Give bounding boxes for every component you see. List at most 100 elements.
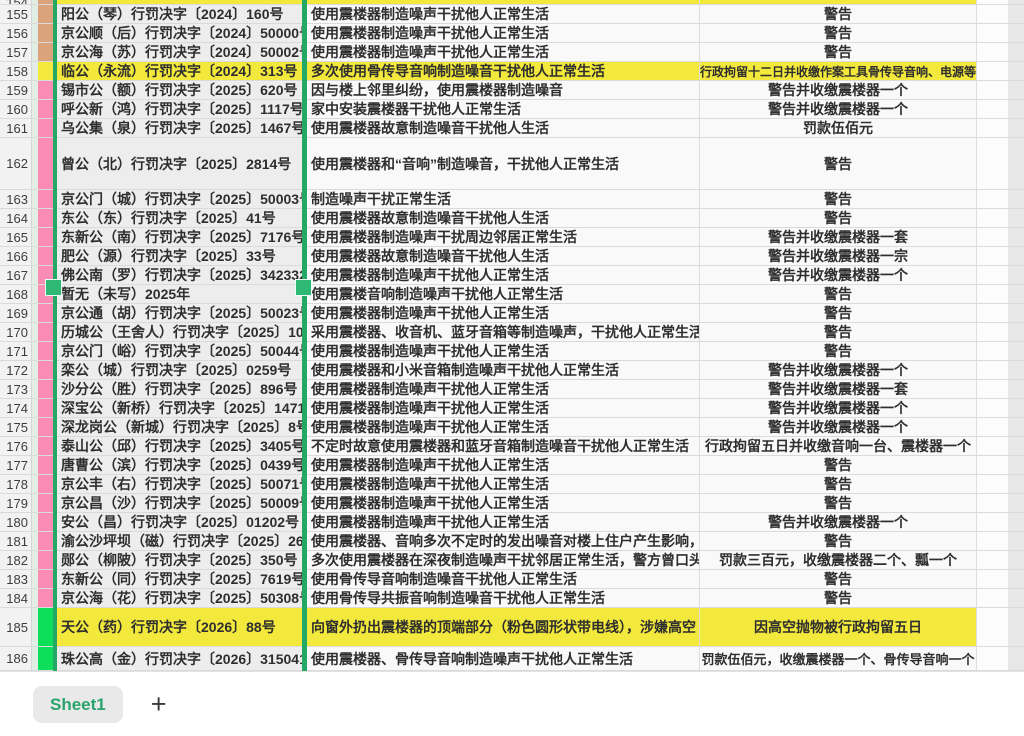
- color-stripe-cell[interactable]: [38, 437, 54, 455]
- penalty-cell[interactable]: 警告并收缴震楼器一个: [700, 81, 977, 99]
- empty-cell[interactable]: [977, 5, 1008, 23]
- add-sheet-button[interactable]: +: [150, 688, 167, 719]
- color-stripe-cell[interactable]: [38, 475, 54, 493]
- decision-number-cell[interactable]: 京公通（胡）行罚决字〔2025〕50023号: [54, 304, 303, 322]
- violation-desc-cell[interactable]: 使用震楼器故意制造噪音干扰他人生活: [303, 247, 700, 265]
- penalty-cell[interactable]: 罚款伍佰元，收缴震楼器一个、骨传导音响一个: [700, 647, 977, 670]
- penalty-cell[interactable]: 警告: [700, 570, 977, 588]
- penalty-cell[interactable]: 警告并收缴震楼器一套: [700, 228, 977, 246]
- color-stripe-cell[interactable]: [38, 399, 54, 417]
- row-header[interactable]: 155: [0, 5, 32, 23]
- penalty-cell[interactable]: [700, 0, 977, 4]
- penalty-cell[interactable]: 因高空抛物被行政拘留五日: [700, 608, 977, 646]
- penalty-cell[interactable]: 警告并收缴震楼器一套: [700, 380, 977, 398]
- row-header[interactable]: 184: [0, 589, 32, 607]
- empty-cell[interactable]: [977, 285, 1008, 303]
- decision-number-cell[interactable]: 唐曹公（滨）行罚决字〔2025〕0439号: [54, 456, 303, 474]
- decision-number-cell[interactable]: 渝公沙坪坝（磁）行罚决字〔2025〕26号: [54, 532, 303, 550]
- row-header[interactable]: 174: [0, 399, 32, 417]
- row-header[interactable]: 164: [0, 209, 32, 227]
- penalty-cell[interactable]: 警告并收缴震楼器一个: [700, 100, 977, 118]
- row-header[interactable]: 181: [0, 532, 32, 550]
- color-stripe-cell[interactable]: [38, 190, 54, 208]
- violation-desc-cell[interactable]: 使用震楼器制造噪声干扰他人正常生活: [303, 43, 700, 61]
- violation-desc-cell[interactable]: 使用震楼器制造噪声干扰他人正常生活: [303, 456, 700, 474]
- penalty-cell[interactable]: 警告: [700, 43, 977, 61]
- selection-handle-right[interactable]: [296, 280, 311, 295]
- empty-cell[interactable]: [977, 551, 1008, 569]
- decision-number-cell[interactable]: 京公门（城）行罚决字〔2025〕50003号: [54, 190, 303, 208]
- color-stripe-cell[interactable]: [38, 304, 54, 322]
- decision-number-cell[interactable]: 暂无（未写）2025年: [54, 285, 303, 303]
- violation-desc-cell[interactable]: 使用震楼器制造噪声干扰他人正常生活: [303, 380, 700, 398]
- empty-cell[interactable]: [977, 475, 1008, 493]
- row-header[interactable]: 176: [0, 437, 32, 455]
- decision-number-cell[interactable]: 安公（昌）行罚决字〔2025〕01202号: [54, 513, 303, 531]
- row-header[interactable]: 179: [0, 494, 32, 512]
- violation-desc-cell[interactable]: 使用震楼器故意制造噪音干扰他人生活: [303, 209, 700, 227]
- violation-desc-cell[interactable]: 因与楼上邻里纠纷，使用震楼器制造噪音: [303, 81, 700, 99]
- violation-desc-cell[interactable]: 使用震楼器和小米音箱制造噪声干扰他人正常生活: [303, 361, 700, 379]
- decision-number-cell[interactable]: 京公海（苏）行罚决字〔2024〕50002号: [54, 43, 303, 61]
- color-stripe-cell[interactable]: [38, 361, 54, 379]
- row-header[interactable]: 165: [0, 228, 32, 246]
- color-stripe-cell[interactable]: [38, 0, 54, 4]
- penalty-cell[interactable]: 警告: [700, 342, 977, 360]
- violation-desc-cell[interactable]: 不定时故意使用震楼器和蓝牙音箱制造噪音干扰他人正常生活: [303, 437, 700, 455]
- color-stripe-cell[interactable]: [38, 551, 54, 569]
- color-stripe-cell[interactable]: [38, 380, 54, 398]
- row-header[interactable]: 158: [0, 62, 32, 80]
- violation-desc-cell[interactable]: 使用震楼器、骨传导音响制造噪声干扰他人正常生活: [303, 647, 700, 670]
- empty-cell[interactable]: [977, 24, 1008, 42]
- penalty-cell[interactable]: 警告: [700, 323, 977, 341]
- penalty-cell[interactable]: 警告: [700, 285, 977, 303]
- empty-cell[interactable]: [977, 228, 1008, 246]
- violation-desc-cell[interactable]: 多次使用骨传导音响制造噪音干扰他人正常生活: [303, 62, 700, 80]
- empty-cell[interactable]: [977, 361, 1008, 379]
- penalty-cell[interactable]: 警告并收缴震楼器一个: [700, 266, 977, 284]
- penalty-cell[interactable]: 警告: [700, 209, 977, 227]
- color-stripe-cell[interactable]: [38, 62, 54, 80]
- violation-desc-cell[interactable]: 使用震楼器、音响多次不定时的发出噪音对楼上住户产生影响，: [303, 532, 700, 550]
- decision-number-cell[interactable]: 京公昌（沙）行罚决字〔2025〕50009号: [54, 494, 303, 512]
- empty-cell[interactable]: [977, 119, 1008, 137]
- decision-number-cell[interactable]: 深宝公（新桥）行罚决字〔2025〕14718号: [54, 399, 303, 417]
- decision-number-cell[interactable]: 东公（东）行罚决字〔2025〕41号: [54, 209, 303, 227]
- penalty-cell[interactable]: 警告并收缴震楼器一个: [700, 361, 977, 379]
- row-header[interactable]: 175: [0, 418, 32, 436]
- row-header[interactable]: 162: [0, 138, 32, 189]
- empty-cell[interactable]: [977, 304, 1008, 322]
- color-stripe-cell[interactable]: [38, 494, 54, 512]
- empty-cell[interactable]: [977, 437, 1008, 455]
- empty-cell[interactable]: [977, 647, 1008, 670]
- violation-desc-cell[interactable]: 使用震楼器制造噪声干扰周边邻居正常生活: [303, 228, 700, 246]
- color-stripe-cell[interactable]: [38, 532, 54, 550]
- violation-desc-cell[interactable]: 使用震楼器制造噪声干扰他人正常生活: [303, 513, 700, 531]
- color-stripe-cell[interactable]: [38, 647, 54, 670]
- violation-desc-cell[interactable]: 使用震楼器制造噪声干扰他人正常生活: [303, 266, 700, 284]
- empty-cell[interactable]: [977, 62, 1008, 80]
- empty-cell[interactable]: [977, 247, 1008, 265]
- penalty-cell[interactable]: 行政拘留五日并收缴音响一台、震楼器一个: [700, 437, 977, 455]
- penalty-cell[interactable]: 警告: [700, 5, 977, 23]
- violation-desc-cell[interactable]: 使用震楼器制造噪声干扰他人正常生活: [303, 475, 700, 493]
- empty-cell[interactable]: [977, 138, 1008, 189]
- empty-cell[interactable]: [977, 418, 1008, 436]
- decision-number-cell[interactable]: 栾公（城）行罚决字〔2025〕0259号: [54, 361, 303, 379]
- decision-number-cell[interactable]: 沙分公（胜）行罚决字〔2025〕896号: [54, 380, 303, 398]
- selection-handle-left[interactable]: [46, 280, 61, 295]
- color-stripe-cell[interactable]: [38, 589, 54, 607]
- row-header[interactable]: 156: [0, 24, 32, 42]
- empty-cell[interactable]: [977, 570, 1008, 588]
- empty-cell[interactable]: [977, 380, 1008, 398]
- penalty-cell[interactable]: 警告: [700, 456, 977, 474]
- violation-desc-cell[interactable]: 使用震楼器制造噪声干扰他人正常生活: [303, 418, 700, 436]
- empty-cell[interactable]: [977, 532, 1008, 550]
- decision-number-cell[interactable]: 曾公（北）行罚决字〔2025〕2814号: [54, 138, 303, 189]
- penalty-cell[interactable]: 警告: [700, 532, 977, 550]
- color-stripe-cell[interactable]: [38, 43, 54, 61]
- row-header[interactable]: 167: [0, 266, 32, 284]
- decision-number-cell[interactable]: 天公（药）行罚决字〔2026〕88号: [54, 608, 303, 646]
- violation-desc-cell[interactable]: 使用骨传导共振音响制造噪音干扰他人正常生活: [303, 589, 700, 607]
- decision-number-cell[interactable]: 深龙岗公（新城）行罚决字〔2025〕8号: [54, 418, 303, 436]
